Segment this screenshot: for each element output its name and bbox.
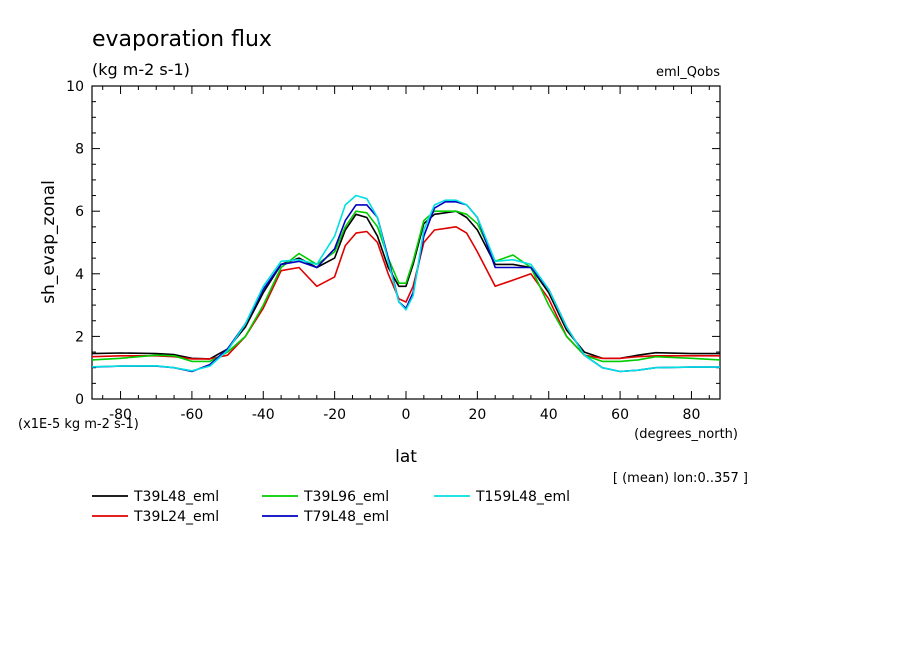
- series-lines: [91, 194, 721, 373]
- x-tick-label: 40: [540, 407, 558, 423]
- chart-subtitle: (kg m-2 s-1): [92, 60, 190, 79]
- legend-label: T39L48_eml: [133, 489, 219, 505]
- y-tick-label: 8: [75, 142, 84, 158]
- x-axis-ticks: -80 -60 -40 -20 0 20 40 60 80: [102, 86, 710, 423]
- legend: T39L48_eml T39L24_eml T39L96_eml T79L48_eml…: [92, 489, 570, 525]
- plot-frame: [91, 85, 721, 400]
- y-axis-ticks: 0 2 4 6 8 10: [66, 79, 720, 408]
- x-axis-label: lat: [395, 447, 417, 467]
- legend-label: T159L48_eml: [475, 489, 570, 505]
- series-line-t39l24-eml: [91, 226, 720, 360]
- x-tick-label: 80: [683, 407, 701, 423]
- series-line-t39l96-eml: [91, 210, 721, 363]
- y-unit-label: (x1E-5 kg m-2 s-1): [18, 417, 139, 432]
- x-tick-label: 20: [468, 407, 486, 423]
- mean-note: [ (mean) lon:0..357 ]: [613, 471, 748, 486]
- x-tick-label: 60: [611, 407, 629, 423]
- legend-label: T39L24_eml: [133, 509, 219, 525]
- x-tick-label: -20: [323, 407, 346, 423]
- legend-label: T39L96_eml: [303, 489, 389, 505]
- x-tick-label: -80: [109, 407, 132, 423]
- x-tick-label: 0: [402, 407, 411, 423]
- y-tick-label: 4: [75, 267, 84, 283]
- x-tick-label: -60: [180, 407, 203, 423]
- y-tick-label: 6: [75, 204, 84, 220]
- y-tick-label: 10: [66, 79, 84, 95]
- y-tick-label: 2: [75, 329, 84, 345]
- x-tick-label: -40: [252, 407, 275, 423]
- x-unit-label: (degrees_north): [634, 427, 738, 442]
- experiment-label: eml_Qobs: [656, 65, 720, 80]
- y-tick-label: 0: [75, 392, 84, 408]
- chart-title: evaporation flux: [92, 27, 272, 52]
- series-line-t39l48-eml: [91, 210, 720, 360]
- legend-label: T79L48_eml: [303, 509, 389, 525]
- y-axis-label: sh_evap_zonal: [39, 180, 59, 304]
- series-line-t159l48-eml: [91, 194, 720, 373]
